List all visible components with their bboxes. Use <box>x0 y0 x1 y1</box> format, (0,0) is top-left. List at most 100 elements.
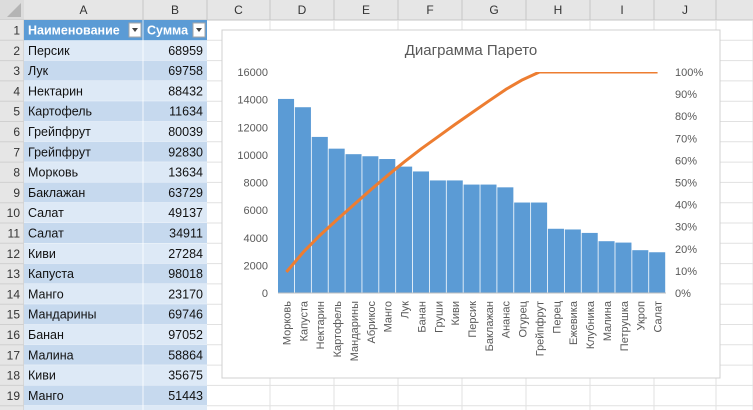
column-header-d[interactable]: D <box>298 3 307 17</box>
cell-sum[interactable]: 68959 <box>168 44 203 58</box>
bar[interactable] <box>564 229 581 293</box>
x-tick-label: Грейпфрут <box>534 301 546 356</box>
row-header-17[interactable]: 17 <box>7 348 21 362</box>
row-header-11[interactable]: 11 <box>8 227 21 241</box>
bar[interactable] <box>598 241 615 293</box>
cell-name[interactable]: Грейпфрут <box>28 145 91 159</box>
cell-name[interactable]: Манго <box>28 389 64 403</box>
column-header-g[interactable]: G <box>489 3 498 17</box>
cell-sum[interactable]: 92830 <box>168 145 203 159</box>
bar[interactable] <box>446 180 463 293</box>
column-header-a[interactable]: A <box>79 3 87 17</box>
bar[interactable] <box>345 154 362 293</box>
row-header-9[interactable]: 9 <box>13 186 20 200</box>
bar[interactable] <box>311 136 328 293</box>
cell-name[interactable]: Лук <box>28 64 49 78</box>
x-tick-label: Манго <box>383 301 395 332</box>
bar[interactable] <box>294 107 311 293</box>
row-header-12[interactable]: 12 <box>7 247 21 261</box>
row-header-1[interactable]: 1 <box>13 24 20 38</box>
cell-name[interactable]: Капуста <box>28 267 74 281</box>
cell-name[interactable]: Персик <box>28 44 70 58</box>
cell-name[interactable]: Морковь <box>28 166 78 180</box>
column-header-c[interactable]: C <box>234 3 243 17</box>
cell-name[interactable]: Салат <box>28 206 64 220</box>
cell-sum[interactable]: 63729 <box>168 186 203 200</box>
bar[interactable] <box>429 180 446 293</box>
bar[interactable] <box>615 242 632 293</box>
cell-sum[interactable]: 58864 <box>168 348 203 362</box>
table-row <box>24 344 207 366</box>
row-header-14[interactable]: 14 <box>7 287 21 301</box>
column-header-f[interactable]: F <box>426 3 433 17</box>
cell-sum[interactable]: 69758 <box>168 64 203 78</box>
row-header-19[interactable]: 19 <box>7 389 21 403</box>
bar[interactable] <box>514 202 531 293</box>
select-all-triangle-icon[interactable] <box>7 3 21 17</box>
filter-dropdown-button[interactable] <box>192 22 206 38</box>
column-header-b[interactable]: B <box>171 3 179 17</box>
row-header-3[interactable]: 3 <box>13 64 20 78</box>
cell-sum[interactable]: 88432 <box>168 84 203 98</box>
bar[interactable] <box>531 202 548 293</box>
bar[interactable] <box>497 187 514 293</box>
cell-sum[interactable]: 80039 <box>168 125 203 139</box>
cell-sum[interactable]: 34911 <box>169 227 203 241</box>
bar[interactable] <box>581 232 598 293</box>
cell-name[interactable]: Грейпфрут <box>28 125 91 139</box>
table-row <box>24 304 207 325</box>
cell-sum[interactable]: 69746 <box>168 308 203 322</box>
cell-sum[interactable]: 49137 <box>168 206 203 220</box>
cell-name[interactable]: Салат <box>28 227 64 241</box>
y2-tick-label: 90% <box>675 89 697 101</box>
cell-sum[interactable]: 98018 <box>168 267 203 281</box>
bar[interactable] <box>278 98 295 293</box>
row-header-4[interactable]: 4 <box>13 84 20 98</box>
column-header-j[interactable]: J <box>682 3 688 17</box>
cell-sum[interactable]: 97052 <box>168 328 203 342</box>
cell-name[interactable]: Манго <box>28 287 64 301</box>
row-header-10[interactable]: 10 <box>7 206 21 220</box>
row-header-5[interactable]: 5 <box>13 105 20 119</box>
bar[interactable] <box>463 184 480 293</box>
cell-name[interactable]: Киви <box>28 369 56 383</box>
cell-name[interactable]: Мандарины <box>28 308 96 322</box>
cell-name[interactable]: Банан <box>28 328 64 342</box>
cell-sum[interactable]: 13634 <box>168 166 203 180</box>
bar[interactable] <box>362 156 379 293</box>
bar[interactable] <box>480 184 497 293</box>
y2-tick-label: 50% <box>675 178 697 190</box>
row-header-15[interactable]: 15 <box>7 308 21 322</box>
filter-dropdown-button[interactable] <box>128 22 142 38</box>
cell-sum[interactable]: 11634 <box>169 105 203 119</box>
cumulative-line[interactable] <box>285 72 658 273</box>
cell-name[interactable]: Нектарин <box>28 84 83 98</box>
bar[interactable] <box>396 166 413 293</box>
row-header-8[interactable]: 8 <box>13 166 20 180</box>
row-header-16[interactable]: 16 <box>7 328 21 342</box>
bar[interactable] <box>649 252 666 293</box>
cell-sum[interactable]: 27284 <box>168 247 203 261</box>
row-header-18[interactable]: 18 <box>7 369 21 383</box>
column-header-h[interactable]: H <box>554 3 563 17</box>
cell-name[interactable]: Баклажан <box>28 186 85 200</box>
cell-sum[interactable]: 35675 <box>168 369 203 383</box>
cell-sum[interactable]: 51443 <box>168 389 203 403</box>
column-header-i[interactable]: I <box>620 3 623 17</box>
row-header-2[interactable]: 2 <box>13 44 20 58</box>
bar[interactable] <box>412 171 430 293</box>
cell-name[interactable]: Киви <box>28 247 56 261</box>
table-row <box>24 263 207 284</box>
row-header-6[interactable]: 6 <box>13 125 20 139</box>
cell-name[interactable]: Картофель <box>28 105 92 119</box>
column-header-e[interactable]: E <box>362 3 370 17</box>
pareto-chart[interactable]: Диаграмма Парето 0 2000 4000 6000 8000 10000 1… <box>221 29 721 379</box>
bar[interactable] <box>379 159 396 293</box>
row-header-7[interactable]: 7 <box>13 145 20 159</box>
bar[interactable] <box>547 228 564 293</box>
bar[interactable] <box>632 250 649 293</box>
y2-tick-label: 100% <box>675 67 703 79</box>
cell-sum[interactable]: 23170 <box>168 287 203 301</box>
row-header-13[interactable]: 13 <box>7 267 21 281</box>
cell-name[interactable]: Малина <box>28 348 74 362</box>
